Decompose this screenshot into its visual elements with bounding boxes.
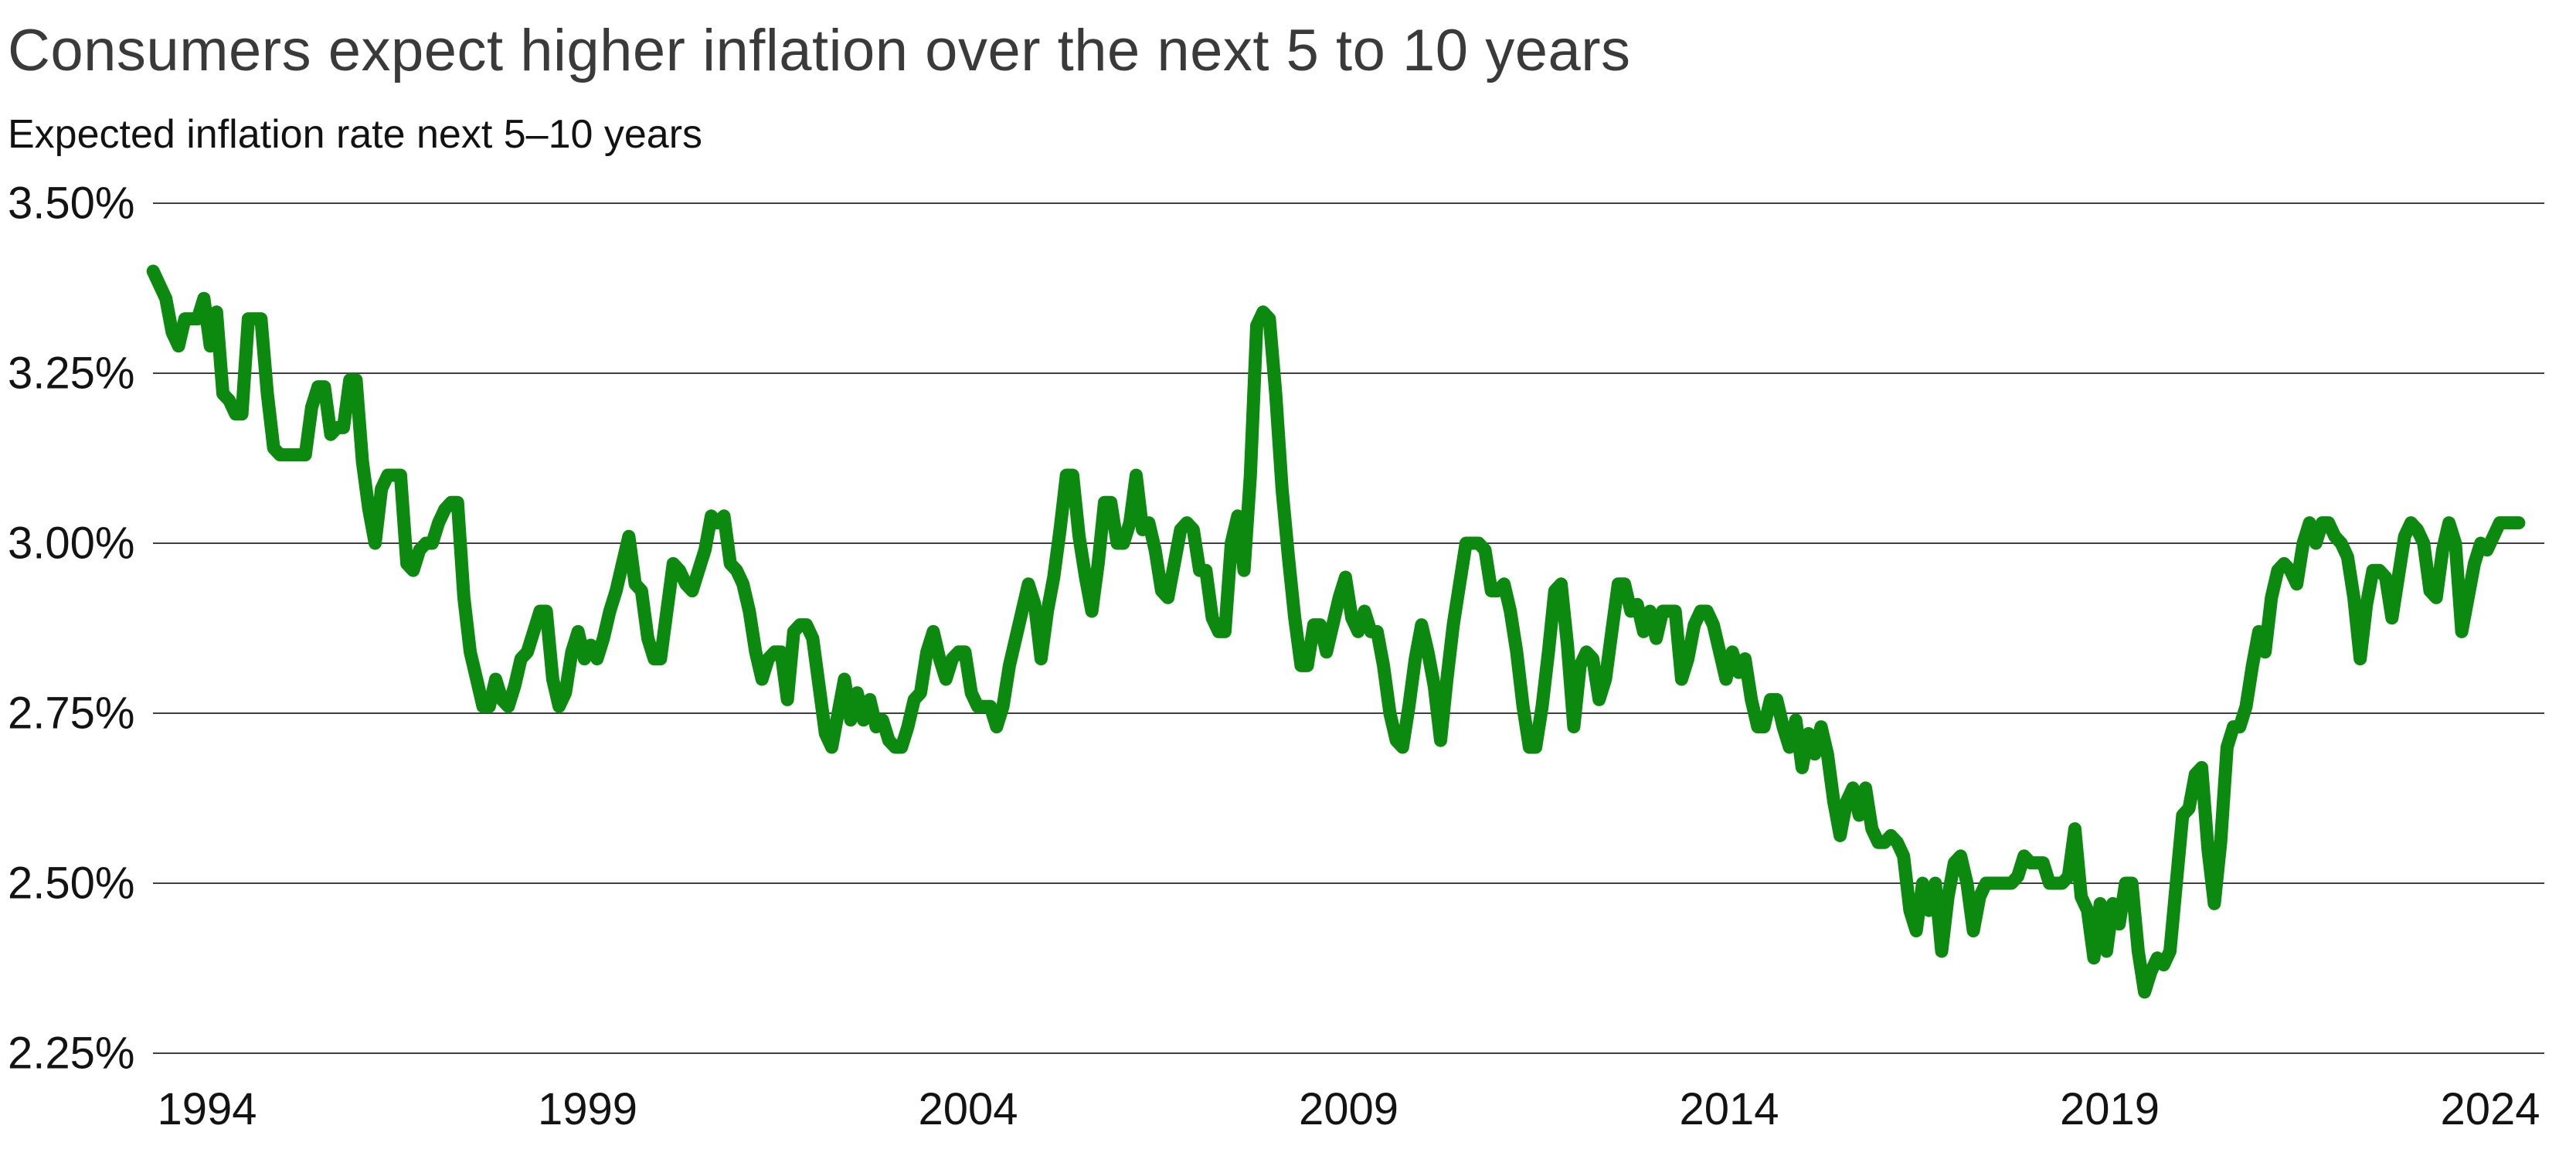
y-tick-label: 2.50% xyxy=(8,858,135,909)
x-tick-label: 1999 xyxy=(537,1084,638,1134)
y-tick-label: 3.00% xyxy=(8,518,135,569)
chart-title: Consumers expect higher inflation over t… xyxy=(8,18,1631,83)
expected-inflation-line xyxy=(146,264,2526,999)
y-tick-label: 3.50% xyxy=(8,178,135,229)
y-tick-label: 2.75% xyxy=(8,688,135,739)
y-tick-label: 2.25% xyxy=(8,1028,135,1079)
x-tick-label: 2014 xyxy=(1679,1084,1779,1134)
x-tick-label: 2004 xyxy=(918,1084,1018,1134)
x-tick-label: 2009 xyxy=(1298,1084,1399,1134)
chart-subtitle: Expected inflation rate next 5–10 years xyxy=(8,112,703,157)
y-tick-label: 3.25% xyxy=(8,348,135,399)
x-tick-label: 1994 xyxy=(157,1084,257,1134)
x-tick-label: 2024 xyxy=(2440,1084,2540,1134)
x-tick-label: 2019 xyxy=(2059,1084,2160,1134)
